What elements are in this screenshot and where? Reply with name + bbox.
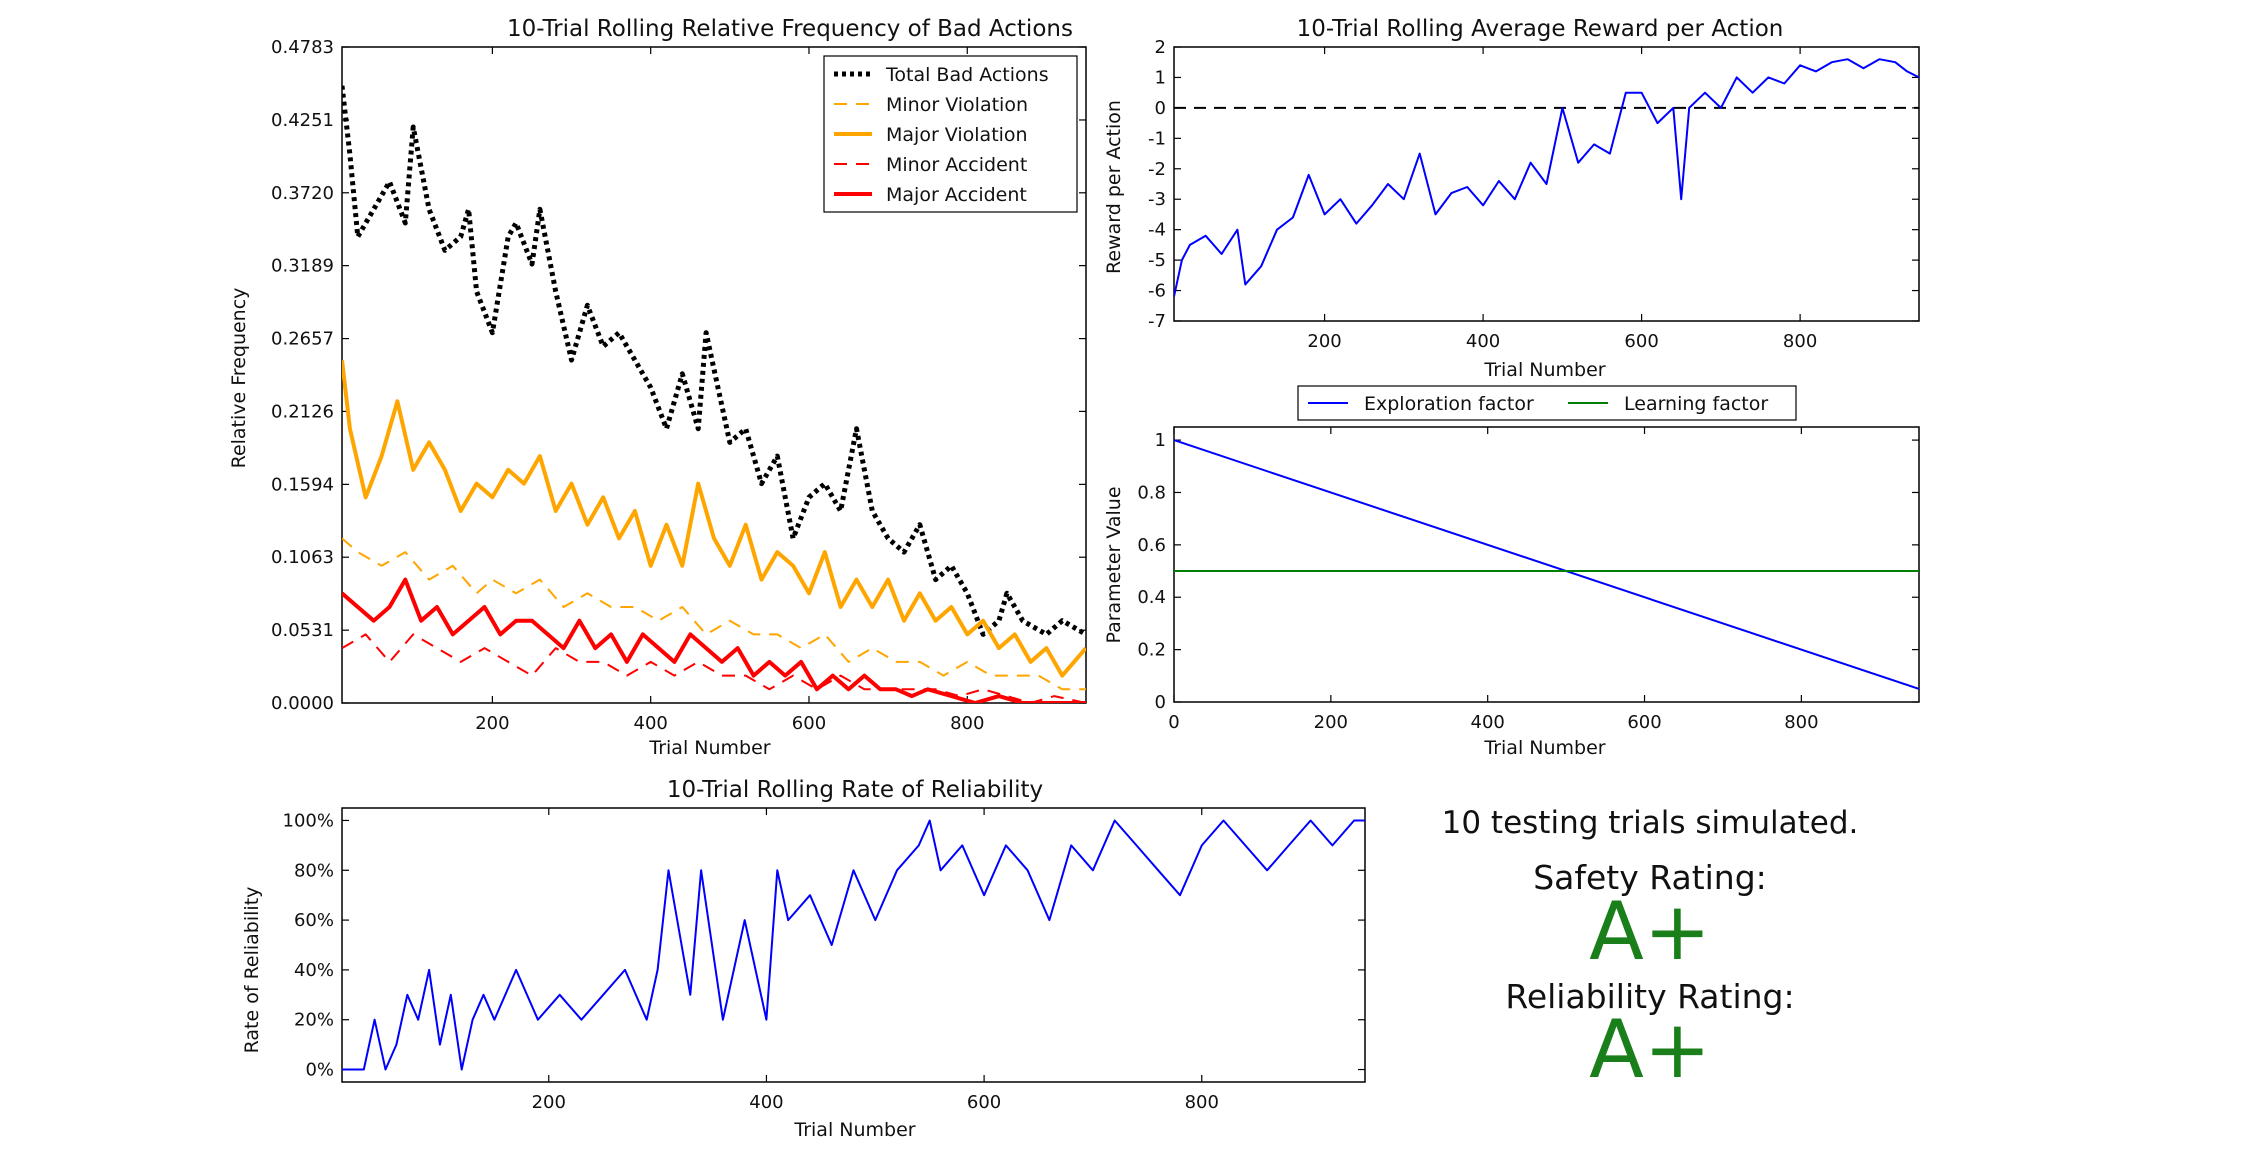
reward-ytick-label: 0 (1155, 98, 1166, 119)
reward-ytick-label: -7 (1148, 311, 1166, 332)
parameter-xtick-label: 800 (1784, 712, 1818, 733)
reliability-plot-frame (341, 807, 1366, 1083)
bad-actions-legend-label: Total Bad Actions (885, 64, 1049, 86)
parameter-legend-label: Exploration factor (1364, 393, 1534, 415)
bad-actions-ytick-label: 0.3720 (271, 183, 334, 204)
parameter-xtick-label: 600 (1627, 712, 1661, 733)
reward-chart-ylabel: Reward per Action (1103, 100, 1125, 274)
reward-chart-title: 10-Trial Rolling Average Reward per Acti… (1297, 16, 1784, 42)
bad-actions-series-minor-accident (342, 633, 1086, 703)
bad-actions-ytick-label: 0.0000 (271, 693, 334, 714)
reliability-chart-ylabel: Rate of Reliability (241, 887, 263, 1054)
reliability-ytick-label: 100% (283, 810, 334, 831)
reliability-ytick-label: 80% (294, 860, 334, 881)
parameter-ytick-label: 0.8 (1137, 482, 1166, 503)
parameter-legend: Exploration factor Learning factor (1297, 385, 1797, 421)
parameter-ytick-label: 1 (1155, 430, 1166, 451)
reliability-chart-title: 10-Trial Rolling Rate of Reliability (667, 777, 1043, 803)
reliability-ytick-label: 20% (294, 1010, 334, 1031)
reward-ytick-label: 2 (1155, 37, 1166, 58)
bad-actions-chart-ylabel: Relative Frequency (228, 288, 250, 469)
parameter-chart-ylabel: Parameter Value (1103, 486, 1125, 643)
bad-actions-legend-label: Minor Violation (886, 94, 1028, 116)
trials-simulated-text: 10 testing trials simulated. (1441, 805, 1859, 841)
reward-ytick-label: -5 (1148, 250, 1166, 271)
bad-actions-chart-title: 10-Trial Rolling Relative Frequency of B… (507, 16, 1073, 42)
bad-actions-chart-xlabel: Trial Number (648, 737, 770, 759)
bad-actions-ytick-label: 0.4783 (271, 37, 334, 58)
parameter-ytick-label: 0.6 (1137, 535, 1166, 556)
parameter-xtick-label: 400 (1471, 712, 1505, 733)
reward-ytick-label: -6 (1148, 281, 1166, 302)
bad-actions-chart: 10-Trial Rolling Relative Frequency of B… (228, 16, 1087, 759)
bad-actions-legend: Total Bad Actions Minor Violation Major Vi… (823, 55, 1078, 213)
reliability-chart: 10-Trial Rolling Rate of Reliability Tri… (241, 777, 1366, 1141)
reward-series-series-0 (1174, 58, 1919, 297)
bad-actions-xtick-label: 800 (950, 713, 984, 734)
parameter-ytick-label: 0.4 (1137, 587, 1166, 608)
reward-ytick-label: -3 (1148, 189, 1166, 210)
reward-xtick-label: 400 (1466, 331, 1500, 352)
bad-actions-xtick-label: 400 (634, 713, 668, 734)
bad-actions-series-major-violation (342, 359, 1086, 678)
reward-xtick-label: 600 (1624, 331, 1658, 352)
parameter-chart: Trial Number Parameter Value 0 200 400 600 8… (1103, 385, 1920, 759)
bad-actions-legend-label: Minor Accident (886, 154, 1027, 176)
parameter-series-exploration-factor (1174, 439, 1919, 690)
bad-actions-ytick-label: 0.2126 (271, 401, 334, 422)
reliability-xtick-label: 400 (749, 1092, 783, 1113)
bad-actions-ytick-label: 0.1063 (271, 547, 334, 568)
reliability-ytick-label: 40% (294, 960, 334, 981)
reliability-xtick-label: 600 (967, 1092, 1001, 1113)
parameter-legend-label: Learning factor (1624, 393, 1768, 415)
bad-actions-series-total-bad-actions (342, 85, 1086, 637)
bad-actions-ytick-label: 0.4251 (271, 110, 334, 131)
reward-xtick-label: 800 (1783, 331, 1817, 352)
bad-actions-legend-label: Major Accident (886, 184, 1027, 206)
reliability-rating-label: Reliability Rating: (1505, 977, 1795, 1016)
parameter-ytick-label: 0.2 (1137, 640, 1166, 661)
parameter-chart-xlabel: Trial Number (1483, 737, 1605, 759)
safety-rating-label: Safety Rating: (1533, 858, 1767, 897)
safety-rating-grade: A+ (1589, 885, 1711, 978)
bad-actions-ytick-label: 0.1594 (271, 474, 334, 495)
reward-ytick-label: 1 (1155, 67, 1166, 88)
parameter-xtick-label: 0 (1168, 712, 1179, 733)
parameter-legend-frame (1297, 385, 1797, 421)
reward-plot-frame (1173, 46, 1920, 322)
parameter-xtick-label: 200 (1314, 712, 1348, 733)
bad-actions-ytick-label: 0.0531 (271, 620, 334, 641)
reliability-xtick-label: 800 (1185, 1092, 1219, 1113)
reward-xtick-label: 200 (1307, 331, 1341, 352)
reliability-xtick-label: 200 (532, 1092, 566, 1113)
parameter-ytick-label: 0 (1155, 692, 1166, 713)
reliability-chart-xlabel: Trial Number (793, 1119, 915, 1141)
bad-actions-series-minor-violation (342, 537, 1086, 691)
reliability-ytick-label: 60% (294, 910, 334, 931)
bad-actions-series-major-accident (342, 577, 1086, 703)
bad-actions-xtick-label: 200 (475, 713, 509, 734)
bad-actions-ytick-label: 0.2657 (271, 329, 334, 350)
bad-actions-legend-label: Major Violation (886, 124, 1028, 146)
reliability-series-series-0 (342, 819, 1365, 1071)
bad-actions-ytick-label: 0.3189 (271, 256, 334, 277)
reliability-ytick-label: 0% (305, 1060, 334, 1081)
reward-chart: 10-Trial Rolling Average Reward per Acti… (1103, 16, 1920, 381)
reward-ytick-label: -4 (1148, 220, 1166, 241)
reward-ytick-label: -1 (1148, 128, 1166, 149)
reward-ytick-label: -2 (1148, 159, 1166, 180)
reliability-rating-grade: A+ (1589, 1003, 1711, 1096)
parameter-plot-frame (1173, 426, 1920, 703)
bad-actions-xtick-label: 600 (792, 713, 826, 734)
reward-chart-xlabel: Trial Number (1483, 359, 1605, 381)
